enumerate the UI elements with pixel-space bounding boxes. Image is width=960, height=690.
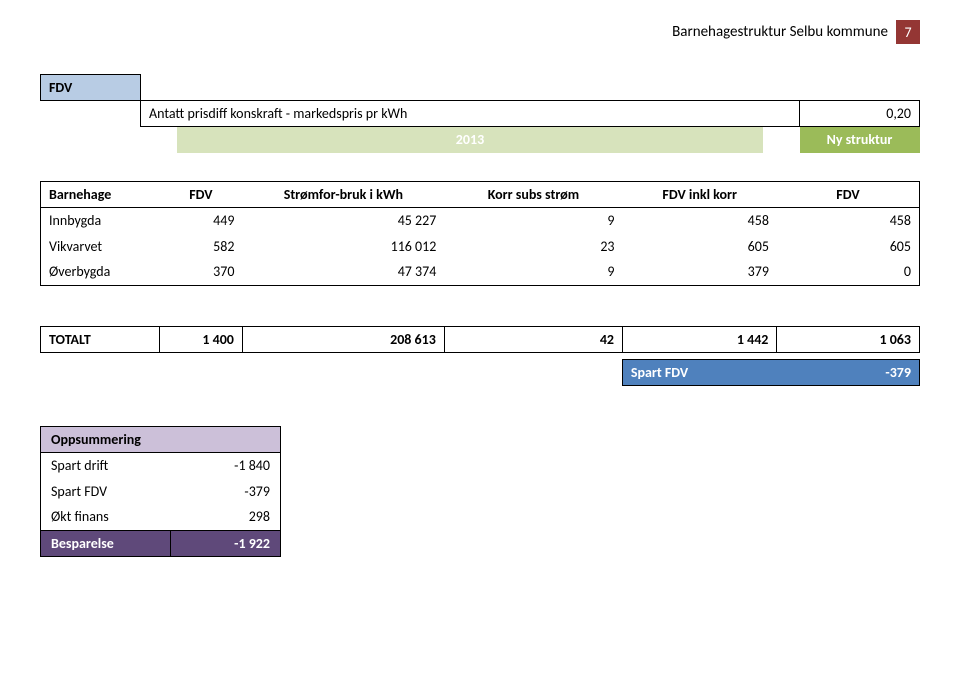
spart-fdv-value: -379 [777, 359, 920, 385]
col-korr-subs: Korr subs strøm [444, 181, 622, 207]
col-fdv2: FDV [777, 181, 920, 207]
cell-val: 23 [444, 233, 622, 259]
total-val: 42 [444, 326, 622, 352]
col-fdv: FDV [159, 181, 242, 207]
cell-val: 9 [444, 207, 622, 233]
fdv-value: 0,20 [800, 101, 920, 127]
fdv-label: FDV [41, 75, 141, 101]
total-val: 1 442 [623, 326, 777, 352]
summary-row: Økt finans 298 [41, 504, 281, 530]
col-fdv-inkl-korr: FDV inkl korr [623, 181, 777, 207]
total-table: TOTALT 1 400 208 613 42 1 442 1 063 [40, 326, 920, 353]
summary-final-value: -1 922 [171, 530, 281, 556]
summary-value: 298 [171, 504, 281, 530]
summary-heading: Oppsummering [41, 426, 281, 452]
cell-val: 605 [623, 233, 777, 259]
summary-final-row: Besparelse -1 922 [41, 530, 281, 556]
summary-value: -379 [171, 478, 281, 504]
summary-table: Oppsummering Spart drift -1 840 Spart FD… [40, 426, 281, 557]
summary-label: Økt finans [41, 504, 171, 530]
page-number-badge: 7 [896, 20, 920, 44]
total-val: 208 613 [242, 326, 444, 352]
summary-row: Spart drift -1 840 [41, 452, 281, 478]
spart-fdv-label: Spart FDV [622, 359, 777, 385]
summary-final-label: Besparelse [41, 530, 171, 556]
total-val: 1 400 [159, 326, 242, 352]
cell-val: 370 [159, 259, 242, 285]
cell-val: 605 [777, 233, 920, 259]
cell-val: 582 [159, 233, 242, 259]
cell-val: 116 012 [242, 233, 444, 259]
data-table: Barnehage FDV Strømfor-bruk i kWh Korr s… [40, 181, 920, 286]
summary-label: Spart FDV [41, 478, 171, 504]
cell-val: 458 [777, 207, 920, 233]
cell-val: 9 [444, 259, 622, 285]
table-row: Vikvarvet 582 116 012 23 605 605 [41, 233, 920, 259]
page-header: Barnehagestruktur Selbu kommune 7 [40, 20, 920, 44]
fdv-header-table: FDV Antatt prisdiff konskraft - markedsp… [40, 74, 920, 153]
year-cell: 2013 [177, 127, 764, 153]
header-title: Barnehagestruktur Selbu kommune [672, 23, 888, 41]
summary-value: -1 840 [171, 452, 281, 478]
cell-name: Øverbygda [41, 259, 160, 285]
cell-val: 458 [623, 207, 777, 233]
col-stromforbruk: Strømfor-bruk i kWh [242, 181, 444, 207]
summary-row: Spart FDV -379 [41, 478, 281, 504]
cell-val: 0 [777, 259, 920, 285]
cell-val: 449 [159, 207, 242, 233]
ny-struktur-cell: Ny struktur [800, 127, 920, 153]
cell-val: 379 [623, 259, 777, 285]
total-label: TOTALT [41, 326, 160, 352]
summary-label: Spart drift [41, 452, 171, 478]
cell-name: Vikvarvet [41, 233, 160, 259]
col-barnehage: Barnehage [41, 181, 160, 207]
total-val: 1 063 [777, 326, 920, 352]
cell-val: 45 227 [242, 207, 444, 233]
table-header-row: Barnehage FDV Strømfor-bruk i kWh Korr s… [41, 181, 920, 207]
fdv-description: Antatt prisdiff konskraft - markedspris … [141, 101, 800, 127]
table-row: Øverbygda 370 47 374 9 379 0 [41, 259, 920, 285]
cell-name: Innbygda [41, 207, 160, 233]
cell-val: 47 374 [242, 259, 444, 285]
table-row: Innbygda 449 45 227 9 458 458 [41, 207, 920, 233]
spart-fdv-table: Spart FDV -379 [40, 359, 920, 386]
